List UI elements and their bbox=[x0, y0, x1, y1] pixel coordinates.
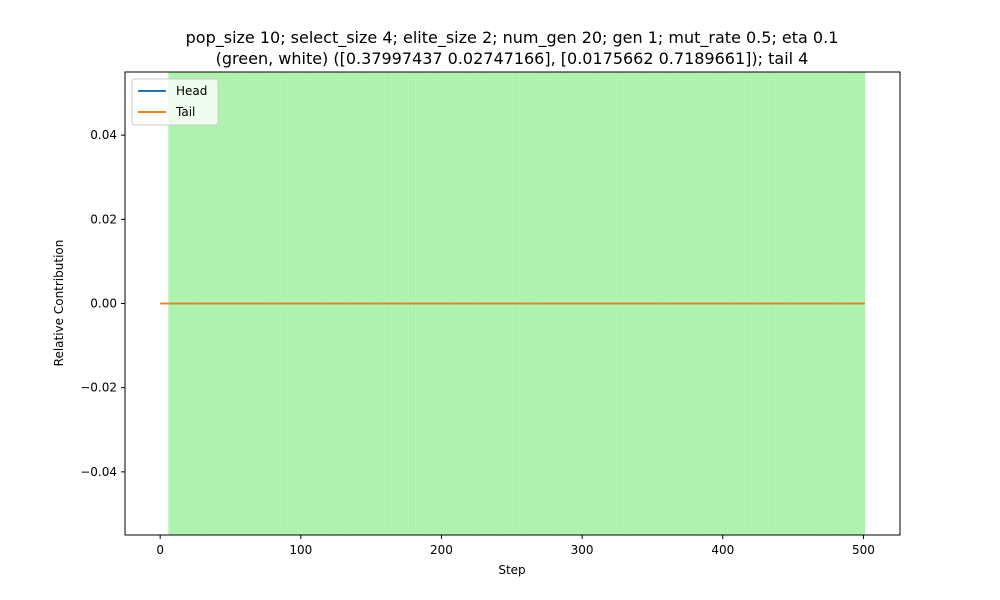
y-axis-ticks: −0.04 −0.02 0.00 0.02 0.04 bbox=[80, 128, 125, 479]
legend-label-head: Head bbox=[176, 84, 207, 98]
chart-title-line-1: pop_size 10; select_size 4; elite_size 2… bbox=[186, 28, 839, 48]
x-axis-ticks: 0 100 200 300 400 500 bbox=[156, 535, 875, 557]
y-tick-label: −0.02 bbox=[80, 381, 117, 395]
x-tick-label: 200 bbox=[430, 543, 453, 557]
x-tick-label: 100 bbox=[289, 543, 312, 557]
y-tick-label: 0.02 bbox=[90, 212, 117, 226]
x-tick-label: 300 bbox=[571, 543, 594, 557]
y-tick-label: 0.00 bbox=[90, 297, 117, 311]
y-tick-label: −0.04 bbox=[80, 465, 117, 479]
legend-label-tail: Tail bbox=[175, 105, 195, 119]
x-tick-label: 400 bbox=[711, 543, 734, 557]
x-tick-label: 0 bbox=[156, 543, 164, 557]
x-axis-label: Step bbox=[498, 563, 525, 577]
y-tick-label: 0.04 bbox=[90, 128, 117, 142]
y-axis-label: Relative Contribution bbox=[52, 240, 66, 367]
legend: Head Tail bbox=[131, 78, 219, 126]
x-tick-label: 500 bbox=[852, 543, 875, 557]
chart-title-line-2: (green, white) ([0.37997437 0.02747166],… bbox=[216, 49, 809, 68]
